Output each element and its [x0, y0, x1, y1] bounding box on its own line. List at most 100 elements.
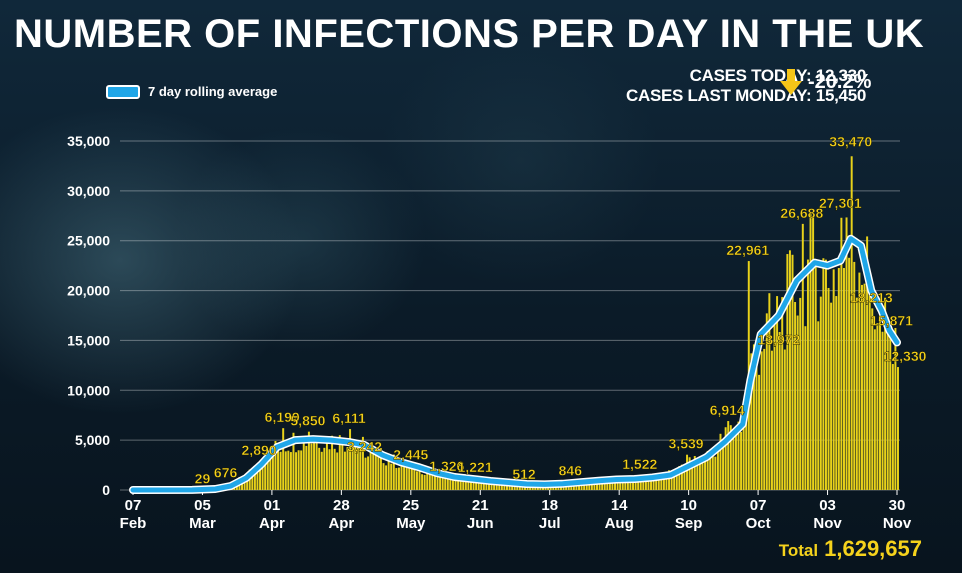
data-label: 26,688 — [780, 205, 823, 221]
daily-case-bar — [364, 457, 367, 490]
daily-case-bar — [884, 297, 887, 490]
daily-case-bar — [611, 478, 614, 490]
daily-case-bar — [341, 442, 344, 490]
y-tick-label: 5,000 — [75, 432, 110, 448]
daily-case-bar — [482, 482, 485, 490]
daily-case-bar — [593, 481, 596, 490]
daily-case-bar — [300, 450, 303, 490]
daily-case-bar — [621, 478, 624, 490]
x-tick-month: May — [396, 515, 426, 532]
daily-case-bar — [626, 478, 629, 490]
data-label: 1,221 — [458, 459, 493, 475]
y-tick-label: 25,000 — [67, 233, 110, 249]
daily-case-bar — [786, 254, 789, 490]
daily-case-bar — [696, 462, 699, 490]
y-tick-label: 0 — [102, 482, 110, 498]
daily-case-bar — [385, 465, 388, 490]
daily-case-bar — [359, 446, 362, 490]
y-tick-label: 10,000 — [67, 382, 110, 398]
daily-case-bar — [804, 326, 807, 490]
daily-case-bar — [261, 463, 264, 490]
daily-case-bar — [403, 459, 406, 490]
x-tick-month: Apr — [259, 515, 285, 532]
daily-case-bar — [320, 451, 323, 490]
data-label: 33,470 — [829, 133, 872, 149]
daily-case-bar — [302, 436, 305, 490]
daily-case-bar — [372, 446, 375, 490]
daily-case-bar — [773, 315, 776, 490]
daily-case-bar — [256, 470, 259, 490]
x-tick-month: Jul — [539, 515, 561, 532]
daily-case-bar — [650, 479, 653, 490]
data-label: 1,522 — [622, 456, 657, 472]
daily-case-bar — [490, 482, 493, 490]
chart-title: NUMBER OF INFECTIONS PER DAY IN THE UK — [14, 12, 925, 56]
daily-case-bar — [814, 264, 817, 490]
daily-case-bar — [665, 471, 668, 490]
daily-case-bar — [745, 395, 748, 490]
daily-case-bar — [426, 470, 429, 490]
change-percent: -20.2% — [808, 70, 872, 93]
daily-case-bar — [897, 367, 899, 490]
daily-case-bar — [269, 452, 272, 490]
daily-case-bar — [662, 476, 665, 490]
daily-case-bar — [657, 473, 660, 490]
daily-case-bar — [354, 443, 357, 490]
daily-case-bar — [711, 449, 714, 490]
daily-case-bar — [894, 327, 897, 490]
x-tick-month: Feb — [120, 515, 147, 532]
data-label: 12,330 — [884, 348, 927, 364]
daily-case-bar — [431, 472, 434, 490]
daily-case-bar — [277, 447, 280, 490]
daily-case-bar — [289, 452, 292, 490]
daily-case-bar — [742, 423, 745, 490]
legend-label: 7 day rolling average — [148, 84, 278, 99]
daily-case-bar — [855, 297, 858, 490]
daily-case-bar — [840, 217, 843, 491]
total-cases: Total 1,629,657 — [779, 536, 922, 562]
daily-case-bar — [279, 451, 282, 490]
x-tick-day: 07 — [750, 497, 767, 514]
daily-case-bar — [469, 477, 472, 490]
daily-case-bar — [819, 296, 822, 490]
daily-case-bar — [382, 463, 385, 490]
x-tick-day: 03 — [819, 497, 836, 514]
daily-case-bar — [264, 464, 267, 490]
daily-case-bar — [601, 479, 604, 490]
daily-case-bar — [392, 454, 395, 490]
daily-case-bar — [765, 313, 768, 490]
daily-case-bar — [307, 431, 310, 490]
daily-case-bar — [760, 351, 763, 490]
daily-case-bar — [727, 421, 730, 490]
daily-case-bar — [305, 445, 308, 490]
data-label: 29 — [195, 471, 211, 487]
daily-case-bar — [284, 451, 287, 490]
daily-case-bar — [835, 296, 838, 490]
daily-case-bar — [400, 463, 403, 490]
daily-case-bar — [788, 250, 791, 490]
legend: 7 day rolling average — [106, 84, 277, 99]
daily-case-bar — [606, 482, 609, 490]
x-tick-day: 14 — [611, 497, 628, 514]
daily-case-bar — [848, 257, 851, 490]
daily-case-bar — [706, 450, 709, 490]
daily-case-bar — [660, 474, 663, 490]
daily-case-bar — [758, 374, 761, 490]
x-tick-month: Nov — [883, 515, 912, 532]
daily-case-bar — [413, 462, 416, 490]
daily-case-bar — [313, 442, 316, 490]
daily-case-bar — [799, 297, 802, 490]
data-label: 6,199 — [265, 409, 300, 425]
daily-case-bar — [351, 445, 354, 490]
daily-case-bar — [421, 474, 424, 490]
daily-case-bar — [282, 428, 285, 490]
daily-case-bar — [297, 450, 300, 490]
daily-case-bar — [858, 272, 861, 490]
daily-case-bar — [652, 477, 655, 490]
x-tick-month: Aug — [605, 515, 634, 532]
daily-case-bar — [390, 463, 393, 490]
daily-case-bar — [729, 425, 732, 490]
daily-case-bar — [704, 460, 707, 490]
daily-case-bar — [680, 464, 683, 490]
